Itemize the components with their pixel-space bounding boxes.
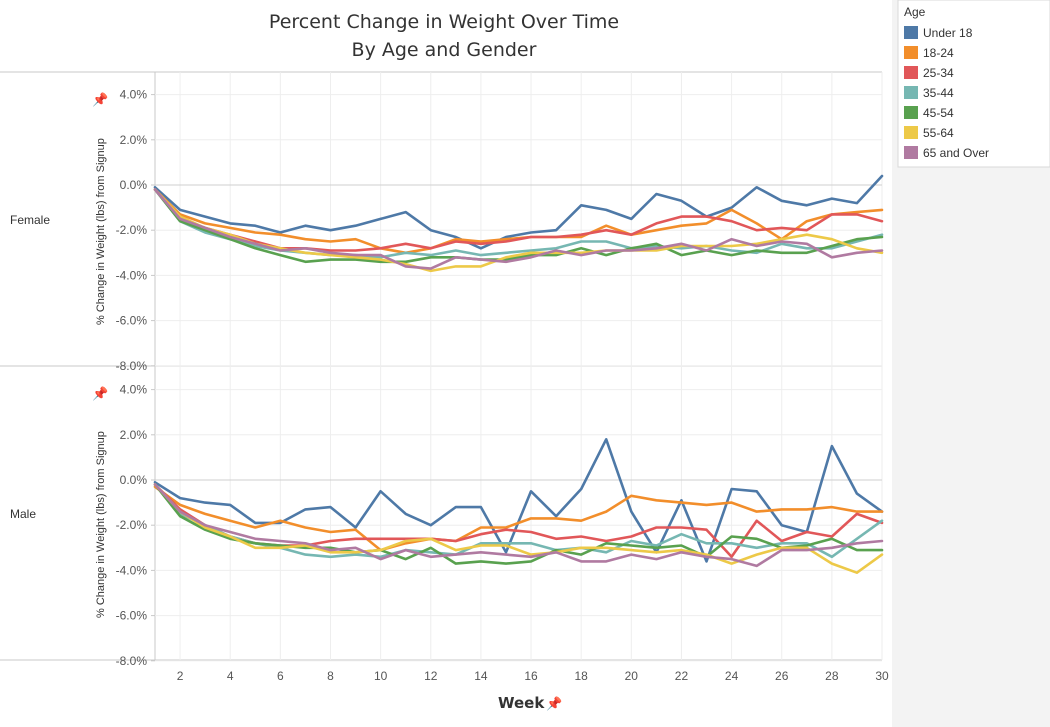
y-tick-label: 4.0% <box>120 88 148 102</box>
y-tick-label: 2.0% <box>120 133 148 147</box>
x-tick-label: 22 <box>675 669 689 683</box>
y-tick-label: -8.0% <box>116 654 148 668</box>
legend-label[interactable]: 18-24 <box>923 46 954 60</box>
chart-subtitle: By Age and Gender <box>352 39 537 61</box>
chart-title: Percent Change in Weight Over Time <box>269 11 619 33</box>
legend: Age Under 18 18-24 25-34 35-44 45-54 55-64 65 … <box>892 0 1050 727</box>
legend-items: Under 18 18-24 25-34 35-44 45-54 55-64 65 and … <box>904 26 989 160</box>
y-tick-label: -6.0% <box>116 609 148 623</box>
series-line-female-6[interactable] <box>153 188 884 270</box>
y-tick-label: 0.0% <box>120 178 148 192</box>
x-tick-layer: 2 4 6 8 10 12 14 16 18 20 22 24 26 28 30 <box>177 669 889 683</box>
y-tick-label: -4.0% <box>116 268 148 282</box>
y-tick-label: 4.0% <box>120 383 148 397</box>
y-axis-title-male: % Change in Weight (lbs) from Signup <box>95 431 107 618</box>
x-tick-label: 2 <box>177 669 184 683</box>
y-tick-label: -6.0% <box>116 314 148 328</box>
series-line-male-4[interactable] <box>153 483 884 565</box>
x-tick-label: 6 <box>277 669 284 683</box>
series-line-female-0[interactable] <box>153 174 884 250</box>
legend-swatch[interactable] <box>904 126 918 139</box>
legend-swatch[interactable] <box>904 146 918 159</box>
y-axis-title-female: % Change in Weight (lbs) from Signup <box>95 138 107 325</box>
x-tick-label: 24 <box>725 669 739 683</box>
y-tick-label: 0.0% <box>120 473 148 487</box>
y-tick-label: 2.0% <box>120 428 148 442</box>
x-tick-label: 4 <box>227 669 234 683</box>
y-tick-label: -8.0% <box>116 359 148 373</box>
x-tick-label: 18 <box>574 669 588 683</box>
legend-label[interactable]: 35-44 <box>923 86 954 100</box>
legend-title: Age <box>904 5 926 19</box>
legend-swatch[interactable] <box>904 66 918 79</box>
legend-label[interactable]: 55-64 <box>923 126 954 140</box>
series-line-male-1[interactable] <box>153 485 884 552</box>
x-tick-label: 10 <box>374 669 388 683</box>
legend-label[interactable]: Under 18 <box>923 26 973 40</box>
x-tick-label: 28 <box>825 669 839 683</box>
x-tick-label: 8 <box>327 669 334 683</box>
legend-swatch[interactable] <box>904 86 918 99</box>
legend-swatch[interactable] <box>904 26 918 39</box>
legend-label[interactable]: 25-34 <box>923 66 954 80</box>
series-layer <box>153 174 884 575</box>
x-tick-label: 12 <box>424 669 438 683</box>
pin-icon[interactable]: 📌 <box>546 695 562 711</box>
series-line-male-6[interactable] <box>153 483 884 568</box>
series-line-female-5[interactable] <box>153 188 884 273</box>
y-tick-label: -2.0% <box>116 518 148 532</box>
x-tick-label: 14 <box>474 669 488 683</box>
legend-label[interactable]: 65 and Over <box>923 146 989 160</box>
x-tick-label: 26 <box>775 669 789 683</box>
x-tick-label: 16 <box>524 669 538 683</box>
panel-label-female: Female <box>10 213 50 227</box>
series-line-male-5[interactable] <box>153 483 884 575</box>
x-axis-title: Week <box>498 694 545 712</box>
y-tick-label: -4.0% <box>116 563 148 577</box>
panel-label-male: Male <box>10 507 36 521</box>
series-line-female-4[interactable] <box>153 188 884 264</box>
legend-swatch[interactable] <box>904 46 918 59</box>
legend-label[interactable]: 45-54 <box>923 106 954 120</box>
x-tick-label: 20 <box>625 669 639 683</box>
legend-swatch[interactable] <box>904 106 918 119</box>
y-tick-layer: 4.0% 2.0% 0.0% -2.0% -4.0% -6.0% -8.0% 4.0% 2.0%… <box>116 88 155 668</box>
y-tick-label: -2.0% <box>116 223 148 237</box>
pin-icon[interactable]: 📌 <box>92 385 108 401</box>
pin-icon[interactable]: 📌 <box>92 91 108 107</box>
x-tick-label: 30 <box>875 669 889 683</box>
